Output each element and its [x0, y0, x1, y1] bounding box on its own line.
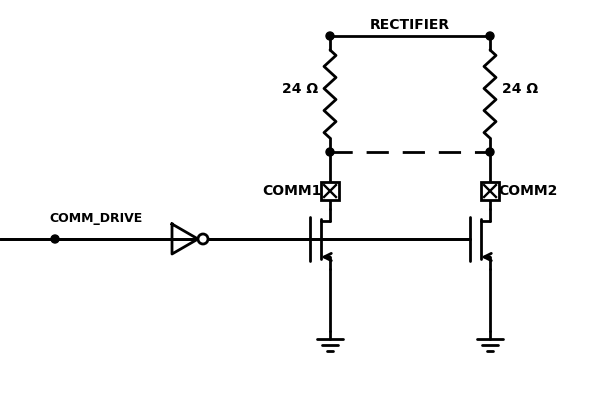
- Bar: [481, 182, 499, 200]
- Bar: [321, 182, 339, 200]
- Circle shape: [486, 32, 494, 40]
- Circle shape: [486, 148, 494, 156]
- Text: COMM1: COMM1: [263, 184, 322, 198]
- Circle shape: [51, 235, 59, 243]
- Circle shape: [326, 148, 334, 156]
- Text: COMM_DRIVE: COMM_DRIVE: [49, 212, 142, 225]
- Circle shape: [198, 234, 208, 244]
- Text: 24 Ω: 24 Ω: [502, 82, 538, 96]
- Text: COMM2: COMM2: [498, 184, 557, 198]
- Text: RECTIFIER: RECTIFIER: [370, 18, 450, 32]
- Text: 24 Ω: 24 Ω: [282, 82, 318, 96]
- Circle shape: [326, 32, 334, 40]
